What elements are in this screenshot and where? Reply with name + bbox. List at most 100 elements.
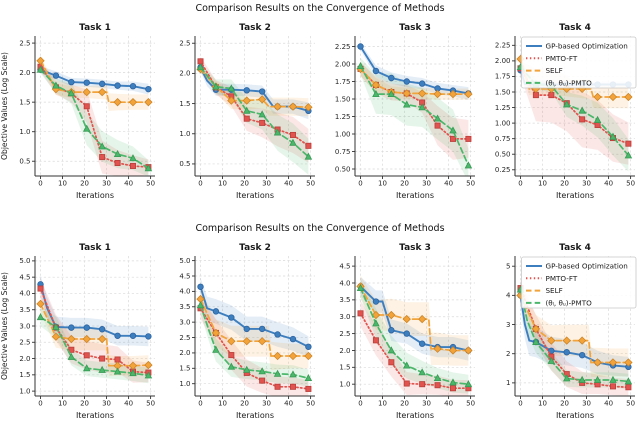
y-tick-label: 3.0 [179, 318, 190, 326]
series-self [36, 299, 153, 370]
y-tick-label: 5 [506, 263, 510, 271]
x-tick-label: 10 [378, 180, 387, 188]
figure-top: Comparison Results on the Convergence of… [0, 3, 640, 218]
band-gp [40, 66, 149, 95]
band-self [40, 57, 149, 111]
y-tick-label: 2.00 [495, 57, 511, 65]
legend-label: PMTO-FT [546, 274, 578, 283]
y-tick-label: 2.25 [495, 42, 511, 50]
x-tick-label: 50 [306, 180, 315, 188]
band-pmto [360, 57, 469, 176]
x-tick-label: 10 [378, 400, 387, 408]
x-tick-label: 10 [218, 180, 227, 188]
axes-spines [194, 36, 315, 177]
band-ft [200, 56, 309, 163]
series-pmto [196, 301, 313, 382]
y-tick-label: 1 [506, 379, 510, 387]
chart-canvas: Task 2 0 10 20 30 40 50 0.5 1.0 1.5 2.0 2.5 Iteratio… [179, 23, 315, 200]
band-pmto [40, 66, 149, 176]
x-tick-label: 20 [80, 180, 89, 188]
band-pmto [200, 296, 309, 387]
band-pmto [520, 281, 629, 389]
y-tick-label: 1.0 [339, 380, 350, 388]
y-tick-label: 4.5 [19, 273, 30, 281]
subplot-fig2-task-3: Task 3 0 10 20 30 40 50 1.0 1.5 2.0 2.5 3.0 3.5 4.0 4.… [320, 238, 480, 438]
y-tick-label: 0.50 [495, 151, 511, 159]
x-tick-label: 0 [38, 400, 42, 408]
y-tick-label: 2.0 [19, 355, 30, 363]
band-gp [360, 43, 469, 100]
band-gp [520, 284, 629, 377]
y-tick-label: 0.75 [495, 135, 511, 143]
y-tick-label: 1.25 [495, 104, 511, 112]
band-self [40, 294, 149, 377]
x-tick-label: 30 [102, 180, 111, 188]
series-pmto [196, 63, 313, 160]
y-tick-label: 5.0 [19, 257, 30, 265]
subplot-fig1-task-4: Task 4 0 10 20 30 40 50 0.25 0.50 0.75 1.00 1.25 1.5… [480, 18, 640, 218]
band-self [360, 275, 469, 366]
chart-canvas: Task 1 0 10 20 30 40 50 1.0 1.5 2.0 2.5 3.0 3.5 4.0 4.… [0, 243, 155, 420]
y-tick-label: 3.5 [19, 306, 30, 314]
x-tick-label: 30 [262, 180, 271, 188]
y-axis-label: Objective Values (Log Scale) [0, 52, 9, 160]
x-axis-label: Iterations [236, 411, 274, 420]
y-tick-label: 0.50 [335, 165, 351, 173]
subplot-fig2-task-4: Task 4 0 10 20 30 40 50 1 2 3 4 5 Iterations GP-based… [480, 238, 640, 438]
x-tick-label: 10 [58, 180, 67, 188]
y-tick-label: 1.75 [335, 78, 351, 86]
y-tick-label: 5.0 [179, 257, 190, 265]
x-tick-label: 20 [400, 400, 409, 408]
y-tick-label: 3 [506, 321, 510, 329]
x-tick-label: 0 [358, 180, 362, 188]
grid [355, 36, 475, 176]
y-tick-label: 3.0 [339, 313, 350, 321]
series-pmto [36, 65, 153, 172]
subplot-fig2-task-2: Task 2 0 10 20 30 40 50 1.0 1.5 2.0 2.5 3.0 3.5 4.0 4.… [160, 238, 320, 438]
x-tick-label: 40 [444, 400, 453, 408]
x-tick-label: 50 [626, 400, 635, 408]
y-tick-label: 2.0 [339, 347, 350, 355]
y-tick-label: 1.75 [495, 73, 511, 81]
axis-ticks [192, 42, 312, 179]
band-self [200, 289, 309, 371]
axis-ticks [192, 260, 312, 399]
subplot-fig1-task-1: Task 1 0 10 20 30 40 50 0.5 1.0 1.5 2.0 2.5 Iteratio… [0, 18, 160, 218]
chart-canvas: Task 1 0 10 20 30 40 50 0.5 1.0 1.5 2.0 2.5 Iteratio… [0, 23, 155, 200]
y-tick-label: 2.0 [19, 69, 30, 77]
legend-label: SELF [546, 66, 563, 75]
chart-canvas: Task 4 0 10 20 30 40 50 1 2 3 4 5 Iterations GP-based… [506, 243, 637, 420]
grid [355, 256, 475, 396]
axis-ticks [32, 260, 152, 399]
y-tick-label: 4.5 [179, 272, 190, 280]
series-pmto [356, 283, 473, 388]
series-ft [197, 305, 312, 392]
x-tick-label: 20 [80, 400, 89, 408]
y-tick-label: 2.5 [179, 40, 190, 48]
y-tick-label: 1.0 [19, 387, 30, 395]
x-tick-label: 0 [38, 180, 42, 188]
x-tick-label: 40 [284, 400, 293, 408]
band-ft [200, 297, 309, 396]
legend-label: (θₗ, θᵤ)-PMTO [546, 78, 593, 87]
subplot-title: Task 3 [399, 243, 431, 253]
x-tick-label: 50 [466, 180, 475, 188]
axis-ticks [352, 46, 472, 179]
y-tick-label: 2.5 [19, 339, 30, 347]
axes-spines [34, 36, 155, 177]
y-tick-label: 4.5 [339, 262, 350, 270]
y-tick-label: 2.25 [335, 43, 351, 51]
x-axis-label: Iterations [396, 411, 434, 420]
x-tick-label: 50 [626, 180, 635, 188]
y-axis-label: Objective Values (Log Scale) [0, 272, 9, 380]
y-tick-label: 1.0 [179, 380, 190, 388]
x-tick-label: 40 [604, 400, 613, 408]
figure-bottom: Comparison Results on the Convergence of… [0, 220, 640, 440]
y-tick-label: 2.5 [19, 39, 30, 47]
figure-title: Comparison Results on the Convergence of… [195, 3, 445, 14]
series-gp [37, 66, 152, 93]
axes-spines [514, 256, 635, 397]
x-tick-label: 40 [444, 180, 453, 188]
y-tick-label: 4.0 [179, 288, 190, 296]
band-gp [40, 275, 149, 347]
